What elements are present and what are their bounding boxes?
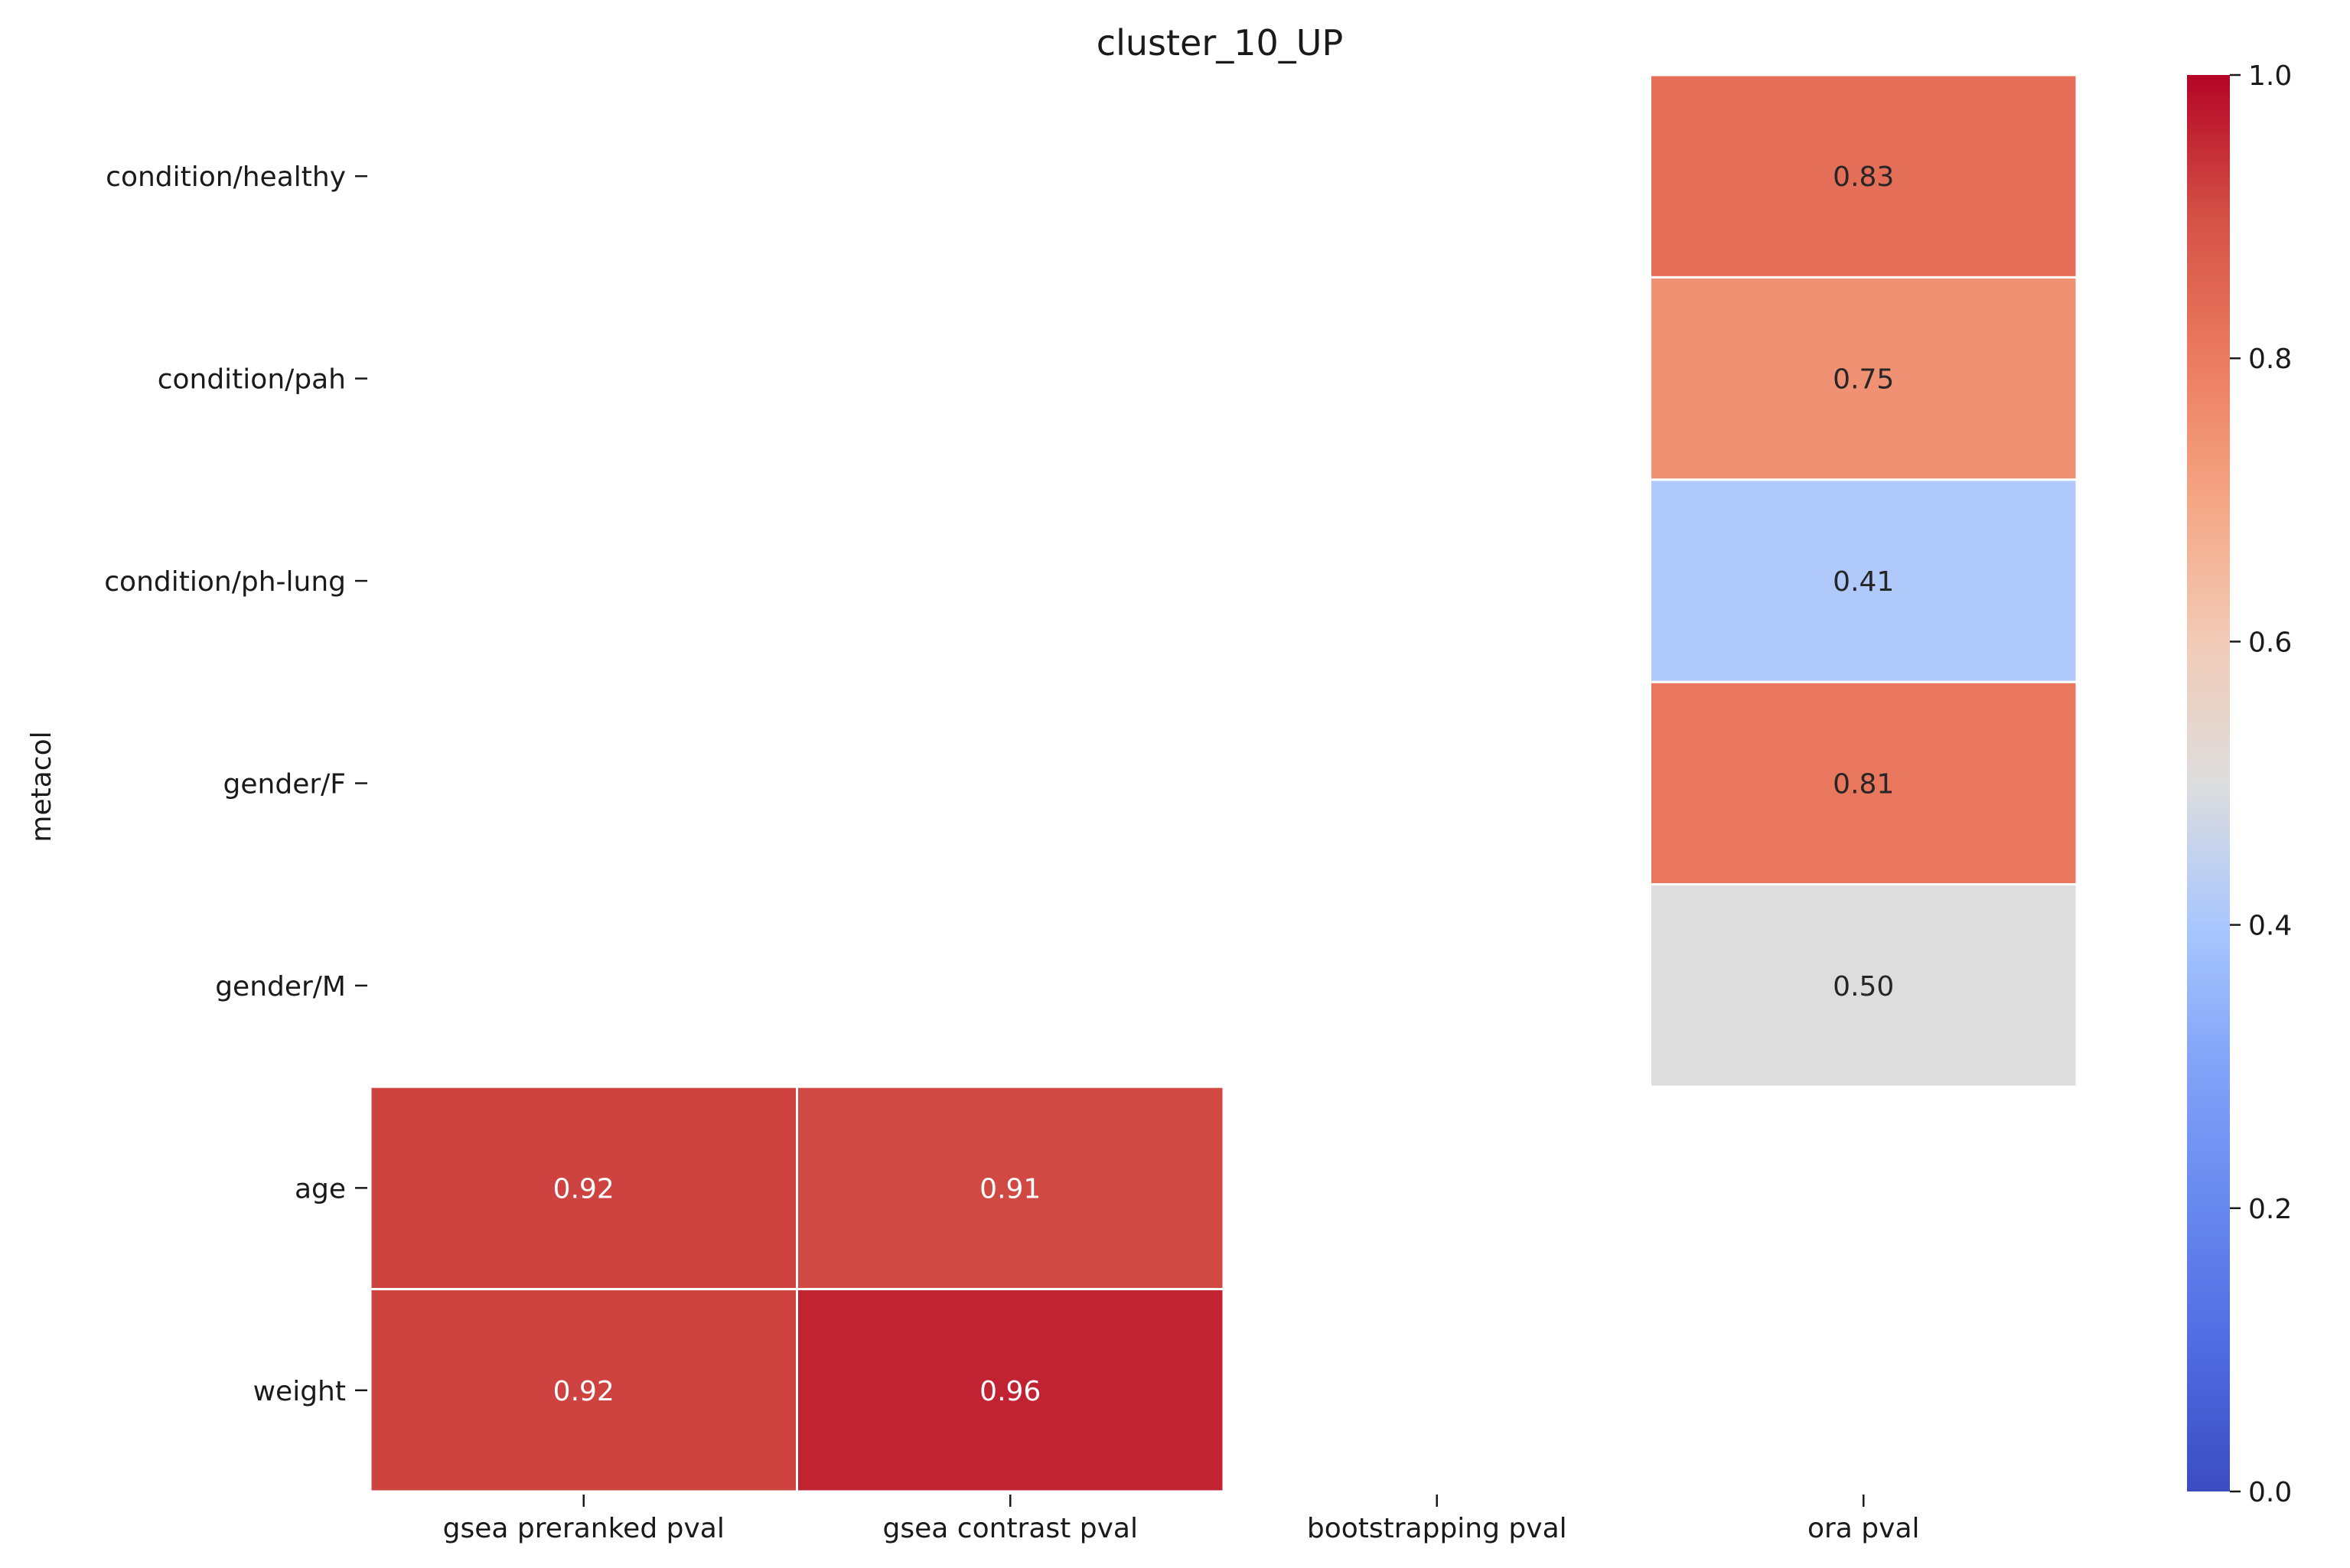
row-tick-label: condition/ph-lung: [104, 566, 346, 598]
heatmap-cell: [369, 1288, 798, 1493]
y-axis-label: metacol: [26, 731, 57, 842]
row-tick-label: condition/healthy: [106, 161, 346, 193]
row-ticks: condition/healthy condition/pah condition/…: [104, 161, 367, 1407]
row-tick-label: gender/M: [215, 971, 346, 1002]
colorbar-tick-label: 0.2: [2248, 1194, 2292, 1225]
cell-value-label: 0.83: [1833, 161, 1894, 193]
heatmap-cell: [1649, 680, 2078, 886]
row-tick-label: condition/pah: [158, 364, 346, 396]
colorbar-tick-label: 0.4: [2248, 911, 2292, 942]
cell-value-label: 0.91: [979, 1173, 1041, 1205]
colorbar-ticks: 0.0 0.2 0.4 0.6 0.8 1.0: [2230, 60, 2292, 1508]
cell-value-label: 0.41: [1833, 566, 1894, 598]
cell-value-label: 0.92: [553, 1173, 614, 1205]
colorbar: [2187, 75, 2230, 1491]
heatmap-cell: [1649, 275, 2078, 481]
column-tick-label: gsea contrast pval: [883, 1513, 1138, 1544]
heatmap-cell: [369, 1085, 798, 1291]
colorbar-tick-label: 0.8: [2248, 344, 2292, 375]
colorbar-tick-label: 0.6: [2248, 627, 2292, 658]
heatmap-cell-labels: 0.83 0.75 0.41 0.81 0.50 0.92 0.91 0.92 0.96: [553, 161, 1895, 1407]
heatmap-cells: [369, 73, 2078, 1493]
column-tick-label: gsea preranked pval: [443, 1513, 725, 1544]
row-tick-label: age: [295, 1173, 346, 1205]
cell-value-label: 0.92: [553, 1376, 614, 1407]
heatmap-cell: [1649, 478, 2078, 683]
colorbar-tick-label: 0.0: [2248, 1477, 2292, 1508]
column-tick-label: ora pval: [1807, 1513, 1920, 1544]
heatmap-cell: [1649, 883, 2078, 1088]
row-tick-label: gender/F: [223, 769, 346, 800]
cell-value-label: 0.75: [1833, 364, 1894, 396]
heatmap-cell: [1649, 73, 2078, 279]
cell-value-label: 0.96: [979, 1376, 1041, 1407]
column-ticks: gsea preranked pval gsea contrast pval boo…: [443, 1495, 1920, 1544]
row-tick-label: weight: [253, 1376, 346, 1407]
cell-value-label: 0.50: [1833, 971, 1894, 1002]
colorbar-tick-label: 1.0: [2248, 60, 2292, 92]
cell-value-label: 0.81: [1833, 769, 1894, 800]
heatmap-cell: [796, 1288, 1225, 1493]
chart-title: cluster_10_UP: [1097, 22, 1343, 64]
column-tick-label: bootstrapping pval: [1307, 1513, 1567, 1544]
